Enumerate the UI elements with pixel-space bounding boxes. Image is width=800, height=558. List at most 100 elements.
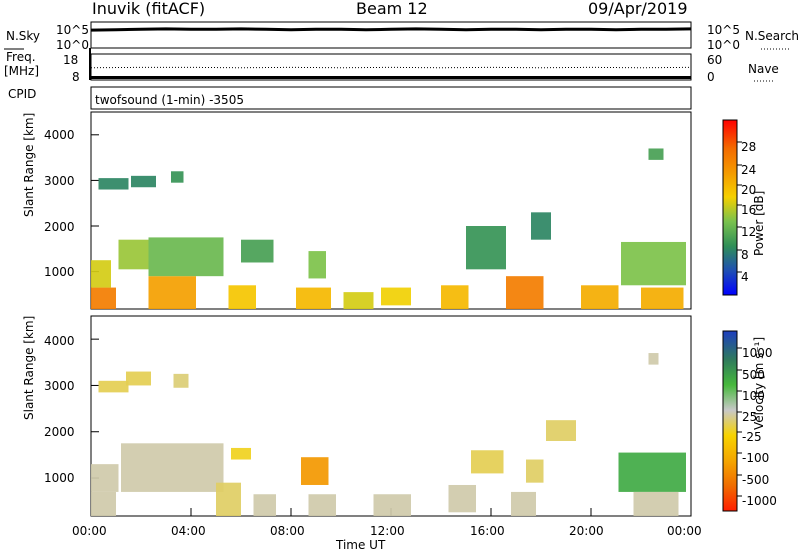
- velocity-ytick-2000: 2000: [44, 425, 75, 439]
- power-cell-4: [119, 240, 149, 270]
- velocity-cell-15: [526, 460, 544, 483]
- beam-title: Beam 12: [356, 0, 428, 18]
- velocity-ytick-4000: 4000: [44, 334, 75, 348]
- freq-label-line2: [MHz]: [4, 64, 39, 78]
- power-cell-15: [466, 226, 506, 269]
- power-colorbar-tick-12: 12: [741, 225, 756, 239]
- power-cell-2: [99, 178, 129, 189]
- nsky-series: [91, 29, 691, 30]
- velocity-cell-18: [634, 492, 679, 516]
- velocity-colorbar-tick-25: 25: [742, 410, 757, 424]
- power-ytick-4000: 4000: [44, 128, 75, 142]
- power-cell-5: [149, 276, 197, 309]
- power-cell-9: [241, 240, 274, 263]
- power-cell-7: [171, 171, 184, 182]
- power-ytick-2000: 2000: [44, 220, 75, 234]
- power-ylabel: Slant Range [km]: [22, 113, 36, 217]
- power-colorbar-label: Power [dB]: [752, 191, 766, 256]
- nsky-frame: [91, 22, 691, 48]
- power-colorbar-tick-24: 24: [741, 163, 756, 177]
- velocity-cell-0: [91, 492, 116, 516]
- velocity-colorbar-tick-100: 100: [742, 389, 765, 403]
- velocity-cell-14: [511, 492, 536, 516]
- power-cell-1: [91, 260, 111, 287]
- power-cell-19: [621, 242, 686, 285]
- power-ytick-3000: 3000: [44, 174, 75, 188]
- freq-tick-top-left: 18: [63, 53, 78, 67]
- power-cell-12: [344, 292, 374, 309]
- velocity-ytick-3000: 3000: [44, 379, 75, 393]
- power-cell-17: [531, 212, 551, 239]
- power-colorbar-tick-16: 16: [741, 203, 756, 217]
- velocity-colorbar-tick-minus500: -500: [742, 473, 769, 487]
- xtick-0000-end: 00:00: [667, 524, 702, 538]
- velocity-cell-9: [301, 457, 329, 485]
- power-colorbar-tick-20: 20: [741, 183, 756, 197]
- power-cell-3: [131, 176, 156, 187]
- velocity-cell-6: [216, 483, 241, 516]
- date-title: 09/Apr/2019: [588, 0, 688, 18]
- power-cell-20: [641, 288, 684, 309]
- velocity-cell-13: [471, 450, 504, 473]
- power-colorbar-tick-8: 8: [741, 248, 749, 262]
- nsky-tick-top-right: 10^5: [707, 23, 740, 37]
- velocity-colorbar-tick-minus100: -100: [742, 451, 769, 465]
- power-cell-14: [441, 285, 469, 309]
- velocity-ytick-1000: 1000: [44, 471, 75, 485]
- power-cell-10: [296, 288, 331, 309]
- velocity-cell-16: [546, 420, 576, 441]
- power-colorbar: [723, 120, 737, 295]
- nsky-tick-top-left: 10^5: [56, 23, 89, 37]
- freq-tick-bottom-left: 8: [72, 70, 80, 84]
- xaxis-label: Time UT: [335, 538, 386, 552]
- power-colorbar-tick-28: 28: [741, 140, 756, 154]
- velocity-colorbar-tick-minus1000: -1000: [742, 494, 777, 508]
- cpid-label: CPID: [8, 87, 36, 101]
- nsky-tick-bottom-right: 10^0: [707, 38, 740, 52]
- velocity-cell-10: [309, 494, 337, 516]
- power-ytick-1000: 1000: [44, 265, 75, 279]
- velocity-colorbar-tick-minus25: -25: [742, 430, 762, 444]
- velocity-cell-8: [254, 494, 277, 516]
- xtick-1600: 16:00: [470, 524, 505, 538]
- freq-label-line1: Freq.: [6, 50, 36, 64]
- nave-label: Nave: [748, 62, 779, 76]
- velocity-colorbar: [723, 331, 737, 511]
- xtick-2000: 20:00: [569, 524, 604, 538]
- power-cell-11: [309, 251, 327, 278]
- velocity-colorbar-tick-500: 500: [742, 368, 765, 382]
- power-cell-21: [649, 148, 664, 159]
- velocity-cell-1: [91, 464, 119, 492]
- nsky-label: N.Sky: [6, 29, 40, 43]
- station-title: Inuvik (fitACF): [92, 0, 205, 18]
- xtick-0800: 08:00: [270, 524, 305, 538]
- velocity-cell-11: [374, 494, 412, 516]
- velocity-cell-4: [121, 443, 224, 492]
- velocity-cell-7: [231, 448, 251, 460]
- power-cell-13: [381, 288, 411, 306]
- xtick-0400: 04:00: [171, 524, 206, 538]
- freq-tick-bottom-right: 0: [707, 70, 715, 84]
- power-cell-18: [581, 285, 619, 309]
- power-cell-16: [506, 276, 544, 309]
- power-cell-6: [149, 237, 224, 276]
- program-label: twofsound (1-min) -3505: [95, 93, 244, 107]
- power-cell-0: [91, 288, 116, 309]
- velocity-cell-19: [649, 353, 659, 365]
- nsky-tick-bottom-left: 10^0: [56, 38, 89, 52]
- velocity-colorbar-tick-1000: 1000: [742, 346, 773, 360]
- nsearch-label: N.Search: [745, 29, 799, 43]
- power-cell-8: [229, 285, 257, 309]
- freq-tick-top-right: 60: [707, 53, 722, 67]
- xtick-1200: 12:00: [370, 524, 405, 538]
- power-colorbar-tick-4: 4: [741, 270, 749, 284]
- velocity-cell-2: [99, 381, 129, 393]
- velocity-cell-17: [619, 453, 687, 492]
- velocity-cell-3: [126, 372, 151, 386]
- velocity-ylabel: Slant Range [km]: [22, 316, 36, 420]
- xtick-0000-start: 00:00: [72, 524, 107, 538]
- velocity-cell-5: [174, 374, 189, 388]
- velocity-cell-12: [449, 485, 477, 512]
